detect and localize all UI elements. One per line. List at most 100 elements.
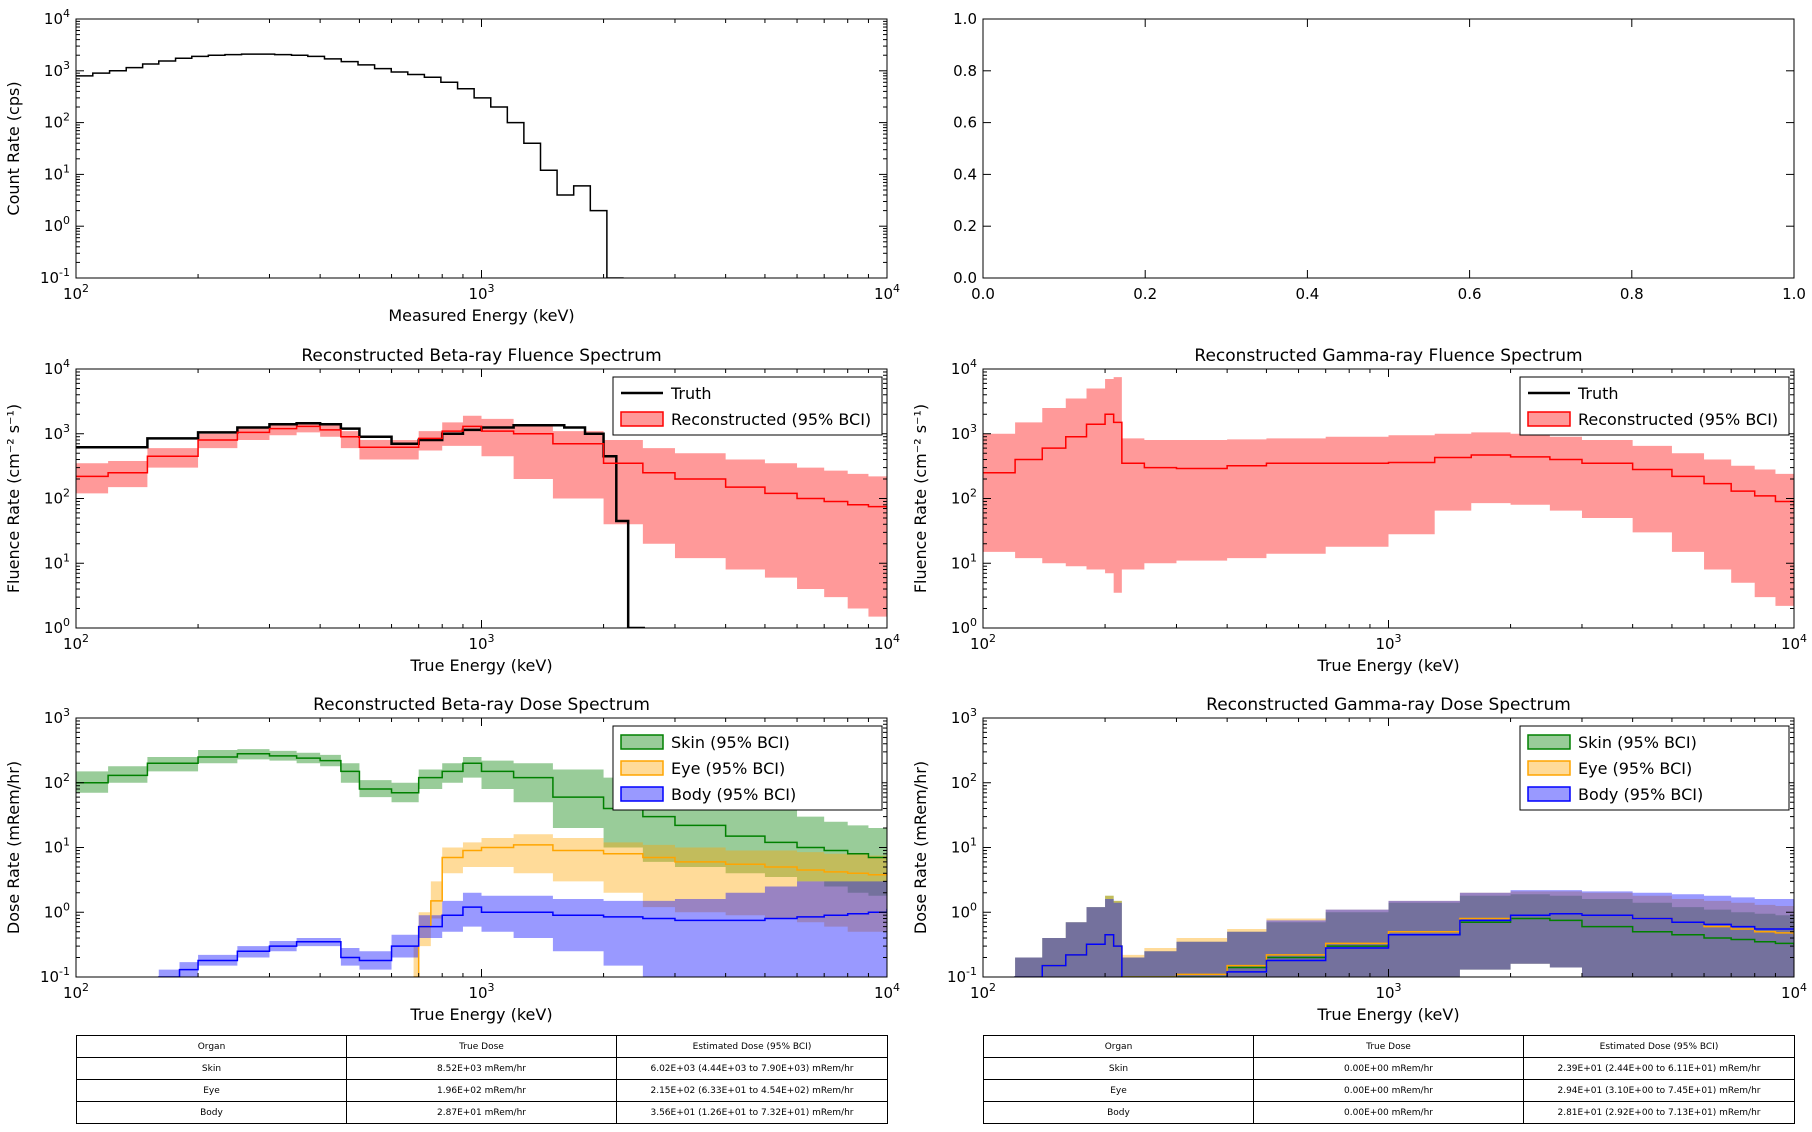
beta-dose-table: Organ True Dose Estimated Dose (95% BCI)… (76, 1035, 888, 1124)
tick-label: 103 (44, 706, 70, 727)
tick-label: 101 (951, 836, 977, 857)
tick-label: 10-1 (40, 266, 70, 287)
table-cell: 0.00E+00 mRem/hr (1253, 1101, 1524, 1124)
gamma-dose-table: Organ True Dose Estimated Dose (95% BCI)… (983, 1035, 1795, 1124)
tick-label: 102 (44, 487, 70, 508)
table-cell: 6.02E+03 (4.44E+03 to 7.90E+03) mRem/hr (616, 1057, 888, 1080)
legend-label: Skin (95% BCI) (671, 733, 790, 752)
table-cell: Skin (76, 1057, 347, 1080)
legend-box (1519, 725, 1790, 811)
tick-label: 102 (63, 632, 89, 653)
x-axis-label: True Energy (keV) (1316, 1005, 1459, 1024)
tick-label: 102 (951, 771, 977, 792)
axes-frame (982, 18, 1795, 279)
tick-label: 104 (1781, 632, 1807, 653)
table-header-cell: True Dose (1253, 1035, 1524, 1058)
series-line (76, 422, 645, 628)
series-line (76, 53, 624, 278)
chart-title: Reconstructed Beta-ray Dose Spectrum (313, 695, 650, 715)
tick-label: 103 (468, 632, 494, 653)
table-header-row: Organ True Dose Estimated Dose (95% BCI) (76, 1035, 888, 1058)
series-line (983, 413, 1794, 508)
confidence-band (76, 749, 887, 901)
tick-label: 103 (951, 422, 977, 443)
tick-label: 104 (1781, 981, 1807, 1002)
legend-swatch (1527, 411, 1571, 427)
table-row: Skin 0.00E+00 mRem/hr 2.39E+01 (2.44E+00… (983, 1057, 1795, 1080)
tick-label: 103 (468, 282, 494, 303)
tick-label: 0.2 (953, 217, 977, 235)
chart-panel-1: 0.0 0.2 0.4 0.6 0.8 1.0 0.0 0.2 0.4 0.6 0.8 1.0 (953, 10, 1806, 303)
legend-swatch (620, 734, 664, 750)
legend-label: Reconstructed (95% BCI) (1578, 410, 1778, 429)
tick-label: 0.8 (953, 62, 977, 80)
y-axis-label: Fluence Rate (cm⁻² s⁻¹) (4, 404, 23, 593)
table-cell: 0.00E+00 mRem/hr (1253, 1057, 1524, 1080)
plot-area (999, 890, 1794, 977)
tick-label: 104 (874, 981, 900, 1002)
tick-label: 102 (44, 771, 70, 792)
axes-frame (75, 18, 888, 279)
legend-label: Reconstructed (95% BCI) (671, 410, 871, 429)
tick-label: 101 (44, 551, 70, 572)
table-header-cell: Estimated Dose (95% BCI) (616, 1035, 888, 1058)
confidence-band (983, 377, 1794, 614)
tick-label: 0.0 (971, 285, 995, 303)
chart-panel-0: 102 103 104 10-1 100 101 102 103 104 Measured Ene… (4, 7, 900, 325)
table-cell: 2.15E+02 (6.33E+01 to 4.54E+02) mRem/hr (616, 1079, 888, 1102)
x-axis-label: True Energy (keV) (409, 1005, 552, 1024)
plot-area (76, 53, 624, 278)
y-axis-label: Dose Rate (mRem/hr) (4, 761, 23, 934)
legend-swatch (620, 786, 664, 802)
x-axis-label: True Energy (keV) (1316, 656, 1459, 675)
tick-label: 0.4 (953, 165, 977, 183)
tick-label: 104 (44, 7, 70, 28)
chart-title: Reconstructed Gamma-ray Dose Spectrum (1206, 695, 1571, 715)
chart-title: Reconstructed Gamma-ray Fluence Spectrum (1194, 346, 1582, 366)
legend: Skin (95% BCI) Eye (95% BCI) Body (95% BCI… (1519, 725, 1790, 811)
tick-label: 10-1 (40, 965, 70, 986)
tick-label: 102 (44, 111, 70, 132)
chart-title: Reconstructed Beta-ray Fluence Spectrum (301, 346, 661, 366)
table-header-row: Organ True Dose Estimated Dose (95% BCI) (983, 1035, 1795, 1058)
table-cell: Eye (76, 1079, 347, 1102)
table-row: Skin 8.52E+03 mRem/hr 6.02E+03 (4.44E+03… (76, 1057, 888, 1080)
legend: Truth Reconstructed (95% BCI) (1519, 376, 1790, 436)
tick-label: 0.4 (1295, 285, 1319, 303)
legend-label: Body (95% BCI) (671, 785, 796, 804)
tick-label: 102 (951, 487, 977, 508)
tick-label: 103 (44, 59, 70, 80)
legend-swatch (1527, 734, 1571, 750)
chart-panel-2: 102 103 104 100 101 102 103 104 Reconstructed Be… (4, 346, 900, 675)
confidence-band (135, 881, 887, 977)
plot-area (76, 749, 887, 977)
table-cell: 3.56E+01 (1.26E+01 to 7.32E+01) mRem/hr (616, 1101, 888, 1124)
series-line (1014, 912, 1794, 977)
tick-label: 100 (44, 214, 70, 235)
series-line (76, 425, 887, 510)
tick-label: 102 (63, 282, 89, 303)
legend-label: Body (95% BCI) (1578, 785, 1703, 804)
tick-label: 101 (951, 551, 977, 572)
legend-label: Truth (670, 384, 712, 403)
series-line (76, 753, 887, 861)
legend-label: Truth (1577, 384, 1619, 403)
confidence-band (76, 415, 887, 623)
legend-box (612, 725, 883, 811)
table-cell: Body (76, 1101, 347, 1124)
table-cell: 2.81E+01 (2.92E+00 to 7.13E+01) mRem/hr (1523, 1101, 1795, 1124)
tick-label: 101 (44, 162, 70, 183)
table-row: Body 2.87E+01 mRem/hr 3.56E+01 (1.26E+01… (76, 1101, 888, 1124)
table-row: Body 0.00E+00 mRem/hr 2.81E+01 (2.92E+00… (983, 1101, 1795, 1124)
table-header-cell: Organ (76, 1035, 347, 1058)
series-line (413, 844, 887, 977)
tick-label: 0.6 (1458, 285, 1482, 303)
tick-label: 104 (874, 632, 900, 653)
tick-label: 0.8 (1620, 285, 1644, 303)
tick-label: 104 (874, 282, 900, 303)
tick-label: 104 (951, 357, 977, 378)
tick-label: 100 (44, 900, 70, 921)
confidence-band (999, 890, 1794, 977)
table-row: Eye 1.96E+02 mRem/hr 2.15E+02 (6.33E+01 … (76, 1079, 888, 1102)
